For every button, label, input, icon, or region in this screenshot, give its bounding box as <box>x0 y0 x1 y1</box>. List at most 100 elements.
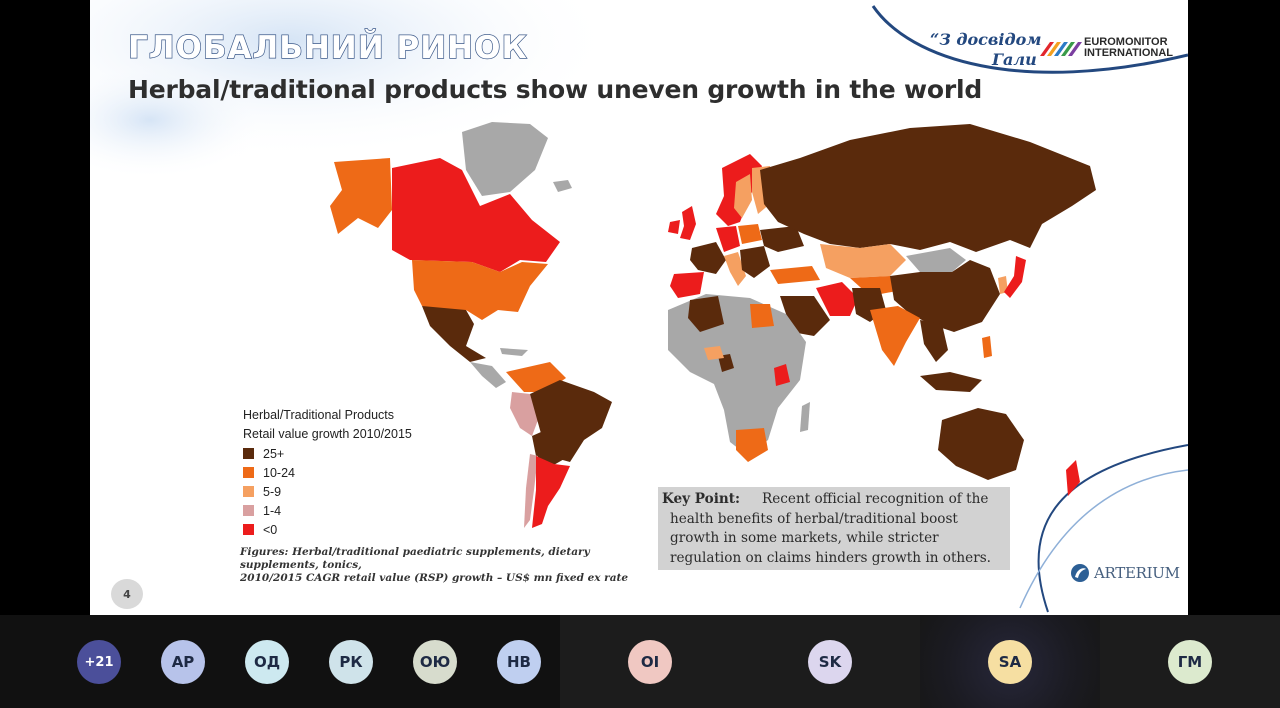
participant-avatar[interactable]: НВ <box>497 640 541 684</box>
brand-line1: EUROMONITOR <box>1084 36 1168 48</box>
tagline-line1: “З досвідом <box>930 30 1042 49</box>
region-iberia <box>670 272 704 298</box>
caption-line2: 2010/2015 CAGR retail value (RSP) growth… <box>240 572 629 584</box>
region-central-asia <box>850 276 902 296</box>
region-turkey <box>770 266 820 284</box>
brand-line2: INTERNATIONAL <box>1084 47 1174 59</box>
avatar-initials: АР <box>171 653 195 671</box>
legend-item: <0 <box>243 520 412 539</box>
legend-swatch <box>243 467 254 478</box>
region-mongolia <box>906 248 966 272</box>
region-kazakhstan <box>820 244 906 278</box>
avatar-initials: ОЮ <box>419 653 451 671</box>
legend-label: <0 <box>263 522 278 537</box>
more-participants-button[interactable]: +21 <box>77 640 121 684</box>
shared-slide: ГЛОБАЛЬНИЙ РИНОК Herbal/traditional prod… <box>90 0 1188 615</box>
region-poland <box>738 224 762 244</box>
avatar-initials: ГМ <box>1177 653 1203 671</box>
region-cuba <box>500 348 528 356</box>
region-new-zealand <box>1066 460 1080 496</box>
region-bolivia-paraguay <box>532 428 566 466</box>
region-mexico <box>422 306 486 362</box>
participant-avatar[interactable]: ОД <box>245 640 289 684</box>
tagline: “З досвідом Гали <box>930 30 1041 70</box>
region-se-asia <box>920 320 948 362</box>
legend-label: 5-9 <box>263 484 282 499</box>
region-japan <box>1004 256 1026 298</box>
slide-decoration <box>90 0 1188 613</box>
legend-swatch <box>243 524 254 535</box>
participant-avatar[interactable]: SK <box>808 640 852 684</box>
figure-caption: Figures: Herbal/traditional paediatric s… <box>240 546 660 585</box>
arterium-logo: ARTERIUM <box>1070 563 1180 583</box>
avatar-initials: РК <box>339 653 363 671</box>
participant-avatar[interactable]: ГМ <box>1168 640 1212 684</box>
legend-label: 25+ <box>263 446 285 461</box>
avatar-initials: ОД <box>253 653 281 671</box>
region-australia <box>938 408 1024 480</box>
region-philippines <box>982 336 992 358</box>
participant-avatar[interactable]: SA <box>988 640 1032 684</box>
legend-item: 25+ <box>243 444 412 463</box>
legend-label: 10-24 <box>263 465 295 480</box>
region-sweden <box>734 174 752 218</box>
legend-item: 1-4 <box>243 501 412 520</box>
world-choropleth-map <box>330 122 1096 528</box>
region-central-america <box>470 362 506 388</box>
region-india <box>870 306 920 366</box>
legend-title-line1: Herbal/Traditional Products <box>243 408 394 422</box>
euromonitor-wordmark: EUROMONITOR INTERNATIONAL <box>1084 37 1173 59</box>
legend-item: 5-9 <box>243 482 412 501</box>
avatar-initials: SA <box>998 653 1022 671</box>
region-italy <box>724 252 746 286</box>
region-africa <box>668 294 806 456</box>
region-argentina <box>532 456 570 528</box>
legend-title-line2: Retail value growth 2010/2015 <box>243 427 412 441</box>
region-nigeria <box>718 354 734 372</box>
region-ukraine <box>760 226 804 252</box>
legend-item: 10-24 <box>243 463 412 482</box>
key-point-box: Key Point: Recent official recognition o… <box>658 487 1010 570</box>
participant-tray: +21 АР ОД РК ОЮ НВ OI SK SA ГМ <box>0 615 1280 708</box>
region-france <box>690 242 726 274</box>
region-russia <box>760 124 1096 252</box>
avatar-initials: SK <box>818 653 842 671</box>
region-egypt <box>750 304 774 328</box>
region-south-africa <box>736 428 768 462</box>
region-indonesia <box>920 372 982 392</box>
legend-swatch <box>243 486 254 497</box>
region-korea <box>998 276 1008 294</box>
tagline-line2: Гали <box>992 50 1037 69</box>
participant-avatar[interactable]: ОЮ <box>413 640 457 684</box>
region-alaska <box>330 158 392 234</box>
participant-avatar[interactable]: АР <box>161 640 205 684</box>
region-greenland <box>462 122 548 196</box>
avatar-initials: НВ <box>507 653 531 671</box>
region-germany <box>716 226 740 252</box>
slide-heading: ГЛОБАЛЬНИЙ РИНОК <box>127 29 528 66</box>
region-ireland <box>668 220 680 234</box>
region-iran <box>816 282 858 316</box>
region-peru-ecuador <box>510 392 538 436</box>
participant-avatar[interactable]: РК <box>329 640 373 684</box>
region-chile <box>524 454 538 528</box>
arterium-logo-icon <box>1071 564 1089 582</box>
legend-swatch <box>243 505 254 516</box>
key-point-text: Recent official recognition of the healt… <box>670 491 992 566</box>
page-number-badge: 4 <box>111 579 143 609</box>
region-madagascar <box>800 402 810 432</box>
legend-swatch <box>243 448 254 459</box>
caption-line1: Figures: Herbal/traditional paediatric s… <box>240 546 590 571</box>
region-kenya <box>774 364 790 386</box>
avatar-initials: OI <box>640 653 660 671</box>
region-iceland <box>553 180 572 192</box>
region-algeria <box>688 296 724 332</box>
key-point-label: Key Point: <box>662 491 741 507</box>
euromonitor-logo-icon <box>1040 42 1082 56</box>
participant-avatar[interactable]: OI <box>628 640 672 684</box>
region-balkans <box>740 246 770 278</box>
region-usa <box>412 260 548 320</box>
region-china <box>890 260 1000 332</box>
region-canada <box>392 158 560 272</box>
